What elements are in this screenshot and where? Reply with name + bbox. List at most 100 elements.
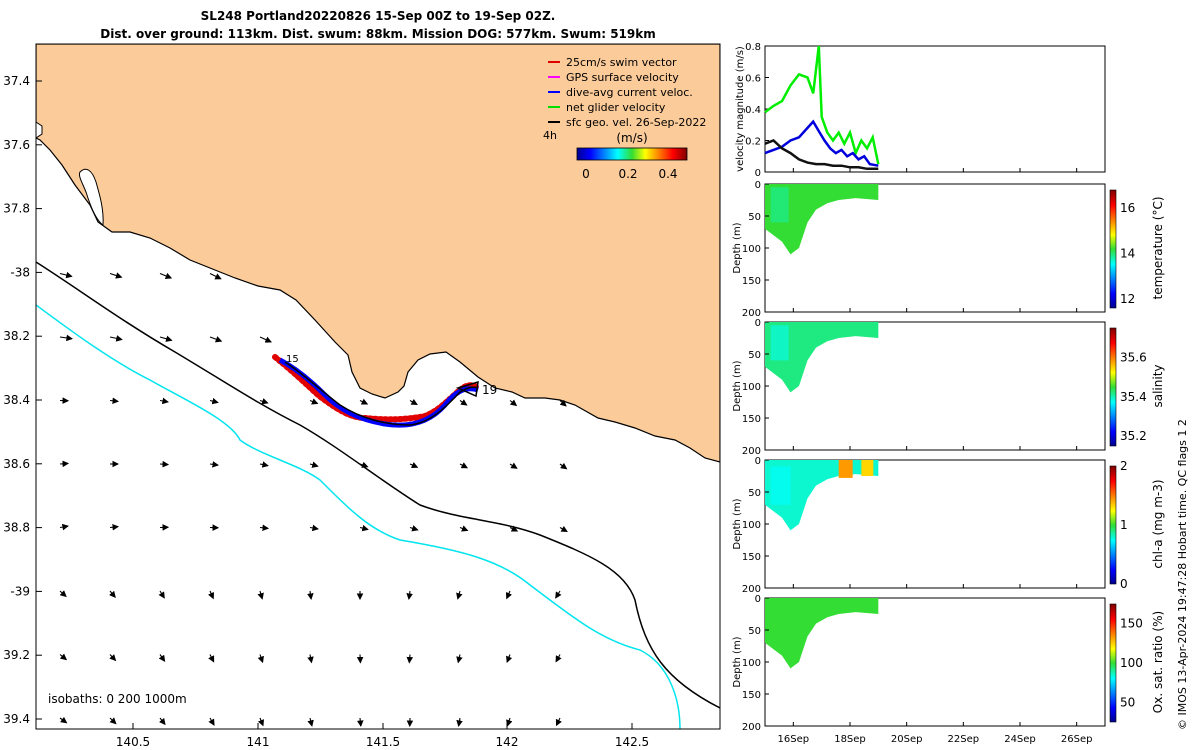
depth-tick-label: 0 bbox=[755, 456, 761, 467]
surface-vector-arrow bbox=[307, 654, 314, 664]
surface-vector-arrow bbox=[109, 397, 120, 405]
profile-colorbar bbox=[1109, 327, 1117, 447]
map-y-tick-label: 39.4 bbox=[3, 712, 30, 726]
surface-vector-arrow bbox=[159, 397, 169, 405]
surface-vector-arrow bbox=[409, 462, 419, 469]
depth-tick-label: 150 bbox=[742, 690, 761, 701]
profile-field bbox=[765, 460, 879, 531]
surface-vector-arrow bbox=[456, 590, 463, 600]
surface-vector-arrow bbox=[555, 654, 562, 663]
surface-vector-arrow bbox=[559, 525, 568, 533]
colorbar-label: Ox. sat. ratio (%) bbox=[1151, 611, 1165, 713]
surface-vector-arrow bbox=[158, 717, 166, 726]
profile-panel-oxygen-saturation: 0 50 100 150 200 Depth (m) 50 100 150 Ox. sat. ra… bbox=[732, 594, 1165, 733]
surface-vector-arrow bbox=[409, 398, 418, 406]
surface-vector-arrow bbox=[506, 654, 513, 663]
profile-panel-salinity: 0 50 100 150 200 Depth (m) 35.2 35.4 35.6 salinit… bbox=[732, 318, 1165, 457]
chl-a-patch bbox=[770, 466, 791, 505]
surface-vector-arrow bbox=[406, 654, 414, 664]
surface-vector-arrow bbox=[307, 590, 314, 601]
depth-tick-label: 100 bbox=[742, 382, 761, 393]
surface-vector-arrow bbox=[456, 717, 463, 727]
depth-ylabel: Depth (m) bbox=[732, 498, 743, 549]
colorbar-tick-label: 14 bbox=[1120, 247, 1135, 261]
map-x-tick-label: 141.5 bbox=[366, 735, 400, 749]
surface-vector-arrow bbox=[509, 462, 518, 469]
legend-item-label: sfc geo. vel. 26-Sep-2022 bbox=[566, 116, 706, 129]
time-tick-label: 16Sep bbox=[778, 734, 810, 745]
legend-extra-4h: 4h bbox=[543, 129, 557, 142]
surface-vector-arrow bbox=[509, 399, 518, 407]
title-line1: SL248 Portland20220826 15-Sep 00Z to 19-… bbox=[201, 9, 556, 23]
surface-vector-arrow bbox=[59, 460, 70, 468]
map-y-tick-label: 37.8 bbox=[3, 202, 30, 216]
velocity-y-tick-label: 0.8 bbox=[745, 42, 761, 53]
map-y-tick-label: 38.4 bbox=[3, 393, 30, 407]
surface-vector-arrow bbox=[59, 716, 68, 724]
velocity-y-tick-label: 0.4 bbox=[745, 105, 761, 116]
surface-vector-arrow bbox=[456, 654, 463, 664]
velocity-ylabel: velocity magnitude (m/s) bbox=[735, 46, 746, 172]
colorbar-tick-0: 0 bbox=[582, 167, 590, 181]
map-y-tick-label: 37.6 bbox=[3, 138, 30, 152]
depth-ylabel: Depth (m) bbox=[732, 636, 743, 687]
map-y-tick-label: -38 bbox=[10, 265, 30, 279]
map-y-tick-label: 38.8 bbox=[3, 521, 30, 535]
surface-vector-arrow bbox=[158, 590, 165, 599]
surface-vector-arrow bbox=[309, 461, 319, 468]
surface-vector-arrow bbox=[359, 398, 369, 405]
surface-vector-arrow bbox=[59, 523, 69, 531]
colorbar-tick-label: 50 bbox=[1120, 695, 1135, 709]
time-tick-label: 24Sep bbox=[1004, 734, 1036, 745]
surface-vector-arrow bbox=[109, 654, 117, 662]
surface-vector-arrow bbox=[559, 462, 568, 470]
colorbar-label: salinity bbox=[1151, 364, 1165, 407]
map-x-tick-label: 142 bbox=[496, 735, 519, 749]
surface-vector-arrow bbox=[259, 336, 272, 343]
depth-tick-label: 100 bbox=[742, 244, 761, 255]
depth-tick-label: 150 bbox=[742, 276, 761, 287]
surface-vector-arrow bbox=[555, 717, 562, 727]
profile-field bbox=[765, 322, 879, 393]
depth-tick-label: 150 bbox=[742, 552, 761, 563]
map-inlet bbox=[79, 168, 104, 226]
track-label-end: 19 bbox=[482, 383, 497, 397]
surface-vector-arrow bbox=[257, 717, 264, 727]
surface-vector-arrow bbox=[307, 717, 314, 727]
colorbar-tick-label: 100 bbox=[1120, 656, 1143, 670]
depth-tick-label: 50 bbox=[748, 488, 761, 499]
surface-vector-arrow bbox=[208, 717, 215, 726]
depth-ylabel: Depth (m) bbox=[732, 222, 743, 273]
surface-vector-arrow bbox=[208, 654, 215, 663]
isobath-200m bbox=[36, 261, 720, 709]
colorbar-tick-label: 1 bbox=[1120, 518, 1128, 532]
track-end-wedge bbox=[455, 380, 479, 398]
surface-vector-arrow bbox=[559, 399, 567, 407]
surface-vector-arrow bbox=[209, 273, 222, 280]
velocity-y-tick-label: 0.2 bbox=[745, 137, 761, 148]
profile-colorbar bbox=[1109, 465, 1117, 585]
colorbar-label: chl-a (mg m-3) bbox=[1151, 479, 1165, 568]
legend-item-label: dive-avg current veloc. bbox=[566, 86, 693, 99]
footer-note: © IMOS 13-Apr-2024 19:47:28 Hobart time.… bbox=[1176, 419, 1189, 730]
surface-velocity-vectors bbox=[59, 271, 568, 728]
profile-panel-chl-a: 0 50 100 150 200 Depth (m) 0 1 2 chl-a (mg m-3) bbox=[732, 456, 1165, 595]
map-headland-notch bbox=[36, 121, 43, 139]
depth-tick-label: 150 bbox=[742, 414, 761, 425]
surface-vector-arrow bbox=[259, 524, 270, 532]
title-line2: Dist. over ground: 113km. Dist. swum: 88… bbox=[100, 27, 656, 41]
surface-vector-arrow bbox=[159, 335, 173, 342]
legend-item-label: GPS surface velocity bbox=[566, 71, 679, 84]
velocity-y-tick-label: 0 bbox=[755, 168, 761, 179]
colorbar-tick-label: 12 bbox=[1120, 292, 1135, 306]
profile-patch bbox=[770, 325, 789, 361]
colorbar-tick-label: 2 bbox=[1120, 459, 1128, 473]
track-label-start: 15 bbox=[286, 354, 299, 365]
depth-tick-label: 200 bbox=[742, 308, 761, 319]
surface-vector-arrow bbox=[406, 590, 413, 601]
depth-ylabel: Depth (m) bbox=[732, 360, 743, 411]
surface-vector-arrow bbox=[109, 335, 123, 342]
